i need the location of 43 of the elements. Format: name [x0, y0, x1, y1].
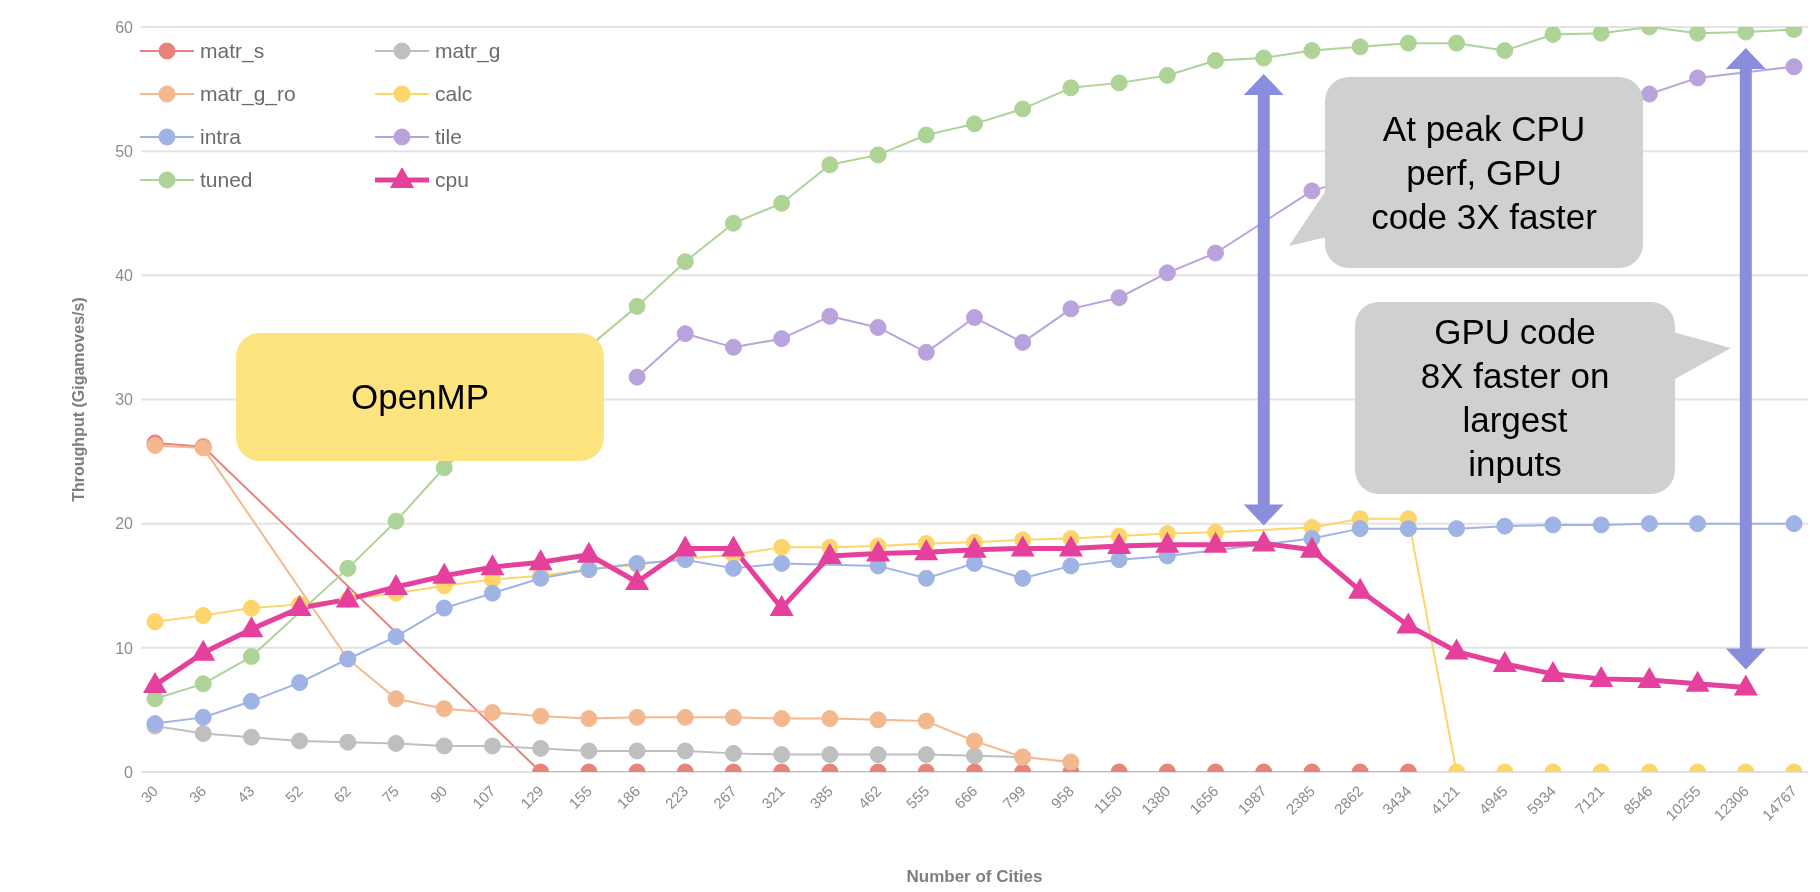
x-tick-label: 155	[565, 782, 595, 812]
x-tick-label: 267	[709, 782, 740, 812]
x-tick-label: 186	[613, 782, 644, 812]
legend-label: matr_g	[435, 39, 501, 63]
legend-label: tile	[435, 125, 462, 149]
x-tick-label: 62	[330, 782, 354, 806]
x-tick-label: 107	[468, 782, 499, 812]
y-tick-label: 30	[115, 391, 134, 409]
annotation: OpenMP	[350, 376, 490, 418]
y-tick-label: 10	[115, 639, 134, 657]
legend-label: intra	[200, 125, 241, 149]
legend-label: cpu	[435, 168, 469, 192]
x-tick-label: 43	[233, 782, 258, 806]
x-tick-label: 36	[185, 782, 210, 806]
y-tick-label: 20	[115, 515, 134, 533]
x-tick-label: 462	[854, 782, 885, 812]
x-tick-label: 30	[137, 782, 162, 806]
y-axis-title: Throughput (Gigamoves/s)	[69, 297, 87, 502]
annotation: GPU code 8X faster on largest inputs	[1419, 311, 1611, 485]
legend-label: calc	[435, 82, 473, 106]
x-tick-label: 555	[902, 782, 933, 812]
y-tick-label: 0	[124, 763, 134, 781]
x-tick-label: 129	[517, 782, 547, 812]
y-tick-label: 60	[115, 18, 134, 36]
x-tick-label: 799	[999, 782, 1029, 812]
x-tick-label: 958	[1047, 782, 1078, 812]
annotation: At peak CPU perf, GPU code 3X faster	[1371, 107, 1597, 238]
legend-label: matr_g_ro	[200, 82, 296, 106]
x-tick-label: 90	[426, 782, 451, 806]
x-tick-label: 223	[661, 782, 692, 812]
legend-label: tuned	[200, 168, 253, 192]
legend-label: matr_s	[200, 39, 265, 63]
x-tick-label: 321	[758, 782, 788, 812]
speech-bubble: At peak CPU perf, GPU code 3X faster	[1325, 77, 1643, 268]
speech-bubble: OpenMP	[236, 333, 604, 461]
x-tick-label: 385	[806, 782, 836, 812]
x-tick-label: 52	[281, 782, 306, 806]
speech-bubble: GPU code 8X faster on largest inputs	[1355, 302, 1675, 494]
x-tick-label: 666	[950, 782, 981, 812]
x-tick-label: 75	[378, 782, 403, 806]
x-axis-title: Number of Cities	[906, 867, 1043, 886]
y-tick-label: 50	[115, 142, 134, 160]
y-tick-label: 40	[115, 267, 134, 285]
